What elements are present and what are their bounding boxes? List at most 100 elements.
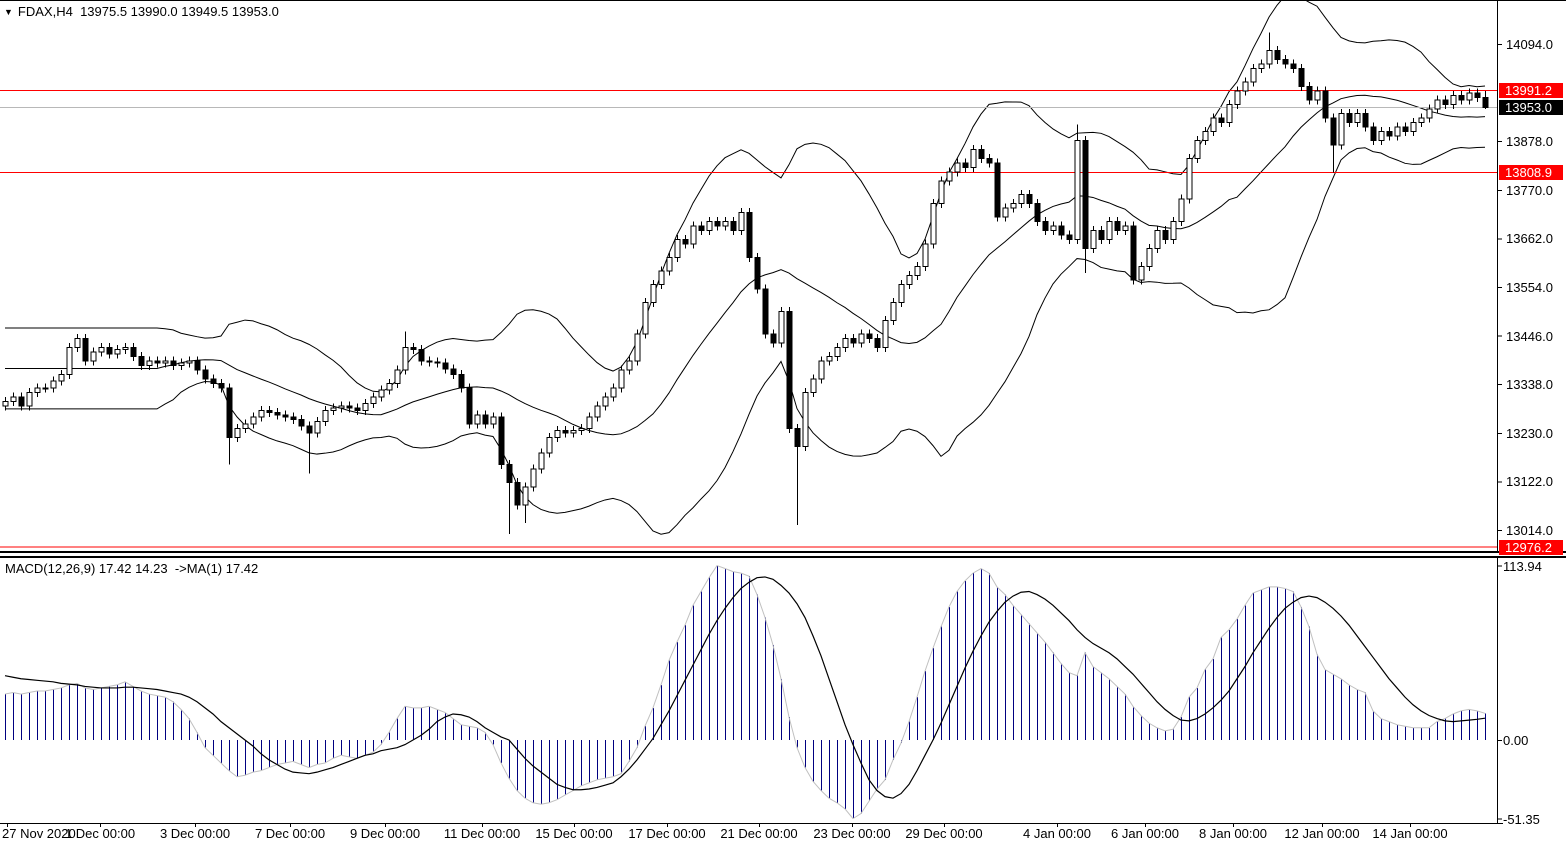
candle-bullish [1338,112,1345,146]
candle-bearish [770,333,777,344]
candle-bearish [1218,117,1225,123]
candle-bullish [554,430,561,438]
candle-bullish [162,360,169,364]
candle-bullish [1050,225,1057,231]
candle-bullish [58,373,65,382]
candle-bullish [1186,157,1193,200]
candle-bullish [114,349,121,355]
candle-bearish [874,337,881,348]
candle-bullish [538,452,545,470]
candle-bullish [2,400,9,407]
candle-bearish [562,430,569,434]
candle-bullish [42,387,49,390]
time-tick-label: 6 Jan 00:00 [1111,826,1179,841]
candle-bullish [826,355,833,362]
candle-bearish [1402,126,1409,132]
candle-bullish [674,238,681,258]
candle-bearish [762,288,769,335]
candle-bearish [682,238,689,245]
candle-bearish [458,373,465,389]
candle-bullish [258,409,265,418]
candle-bearish [346,405,353,409]
candle-bullish [1378,130,1385,141]
candle-bullish [362,403,369,411]
price-tick-label: 13230.0 [1506,425,1553,441]
candle-bearish [1386,130,1393,137]
candle-bullish [578,427,585,432]
candle-bullish [1146,247,1153,267]
candle-bullish [650,283,657,303]
time-tick-label: 1 Dec 00:00 [64,826,136,841]
bollinger-lower-band [5,146,1486,535]
ohlc-quote-label: 13975.5 13990.0 13949.5 13953.0 [80,4,279,19]
macd-signal-line [4,576,1486,799]
price-tick-label: 13878.0 [1506,134,1553,150]
time-tick-label: 3 Dec 00:00 [159,826,231,841]
candle-bullish [330,407,337,411]
price-tick-label: 14094.0 [1506,37,1553,52]
candle-bullish [602,396,609,407]
candle-bearish [1330,117,1337,146]
candle-bullish [970,148,977,168]
time-tick-label: 21 Dec 00:00 [720,826,798,841]
candle-bullish [626,360,633,371]
candle-bullish [722,220,729,227]
candle-bullish [802,391,809,447]
candle-bullish [1234,90,1241,105]
candle-bearish [442,362,449,370]
price-tick-label: 13446.0 [1506,328,1553,344]
symbol-header: ▼ FDAX,H4 13975.5 13990.0 13949.5 13953.0 [4,4,279,20]
candle-bullish [570,430,577,434]
time-tick-label: 15 Dec 00:00 [535,826,613,841]
candle-bearish [1458,94,1465,101]
candle-bullish [1394,126,1401,137]
candle-bearish [746,211,753,258]
candle-bullish [1226,103,1233,123]
candle-bearish [298,418,305,427]
candle-bearish [786,310,793,429]
candle-bullish [914,265,921,276]
time-tick-label: 27 Nov 2020 [2,826,76,841]
candle-bullish [1122,225,1129,231]
candle-bearish [1162,229,1169,240]
candle-bearish [1130,225,1137,281]
candle-bearish [1482,96,1489,108]
candle-bullish [834,346,841,357]
pane-splitter[interactable] [0,551,1566,558]
macd-tick-label: -51.35 [1503,811,1540,827]
candle-bearish [754,256,761,290]
candle-bullish [1434,99,1441,110]
candle-bullish [658,270,665,285]
time-tick-label: 8 Jan 00:00 [1199,826,1267,841]
candle-bearish [218,382,225,389]
candle-bearish [226,387,233,438]
candle-bullish [1074,139,1081,240]
candle-bullish [946,171,953,182]
candle-bearish [1290,63,1297,69]
price-tick-label: 13122.0 [1506,474,1553,490]
candle-bearish [1322,90,1329,119]
candle-bullish [10,396,17,402]
candle-bullish [1154,229,1161,249]
candle-bearish [1026,193,1033,204]
chart-dropdown-icon[interactable]: ▼ [4,7,13,17]
candle-bearish [1066,234,1073,240]
candle-bullish [1002,207,1009,218]
candle-bullish [178,362,185,366]
candle-bearish [282,414,289,418]
candle-bullish [250,416,257,425]
candle-bullish [1354,112,1361,123]
candle-bearish [1442,99,1449,105]
candle-bullish [370,396,377,405]
candle-bearish [306,425,313,434]
macd-tick-label: 0.00 [1503,733,1529,748]
candle-bearish [194,360,201,371]
candle-bullish [1170,220,1177,240]
candle-bullish [642,301,649,335]
time-tick-label: 23 Dec 00:00 [813,826,891,841]
candle-bearish [266,409,273,414]
time-tick-label: 4 Jan 00:00 [1023,826,1091,841]
candle-bearish [434,361,441,364]
time-tick-label: 17 Dec 00:00 [628,826,706,841]
